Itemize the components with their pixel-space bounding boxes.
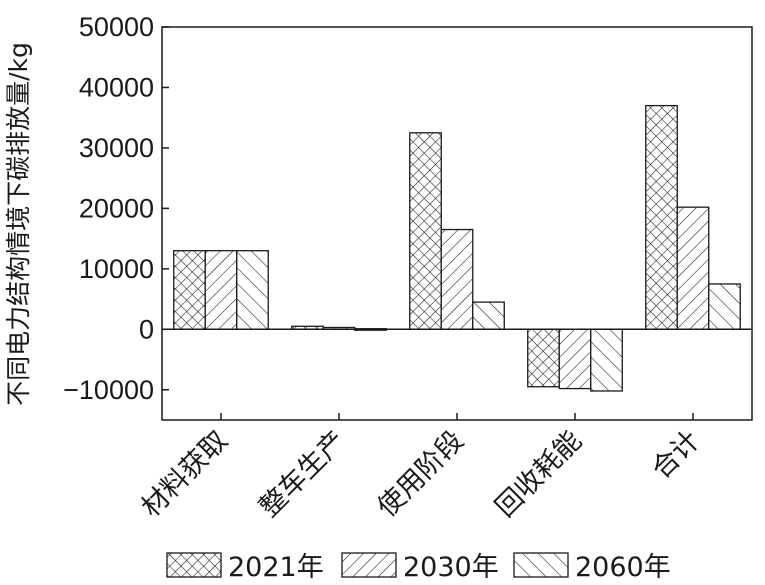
bar [440,228,474,330]
x-category-label: 材料获取 [136,425,234,523]
bar [409,132,442,330]
bar [708,283,741,330]
legend-swatch [341,552,397,578]
y-tick-label: 40000 [79,72,154,102]
legend-swatch [166,552,222,578]
x-axis: 材料获取 整车生产 使用阶段 回收耗能 合计 [136,413,706,523]
y-axis-title: 不同电力结构情境下碳排放量/kg [4,42,33,406]
legend-label: 2030年 [403,552,499,583]
plot-area [173,104,741,392]
y-tick-label: 0 [139,314,154,344]
y-tick-label: −10000 [63,375,154,405]
y-tick-label: 30000 [79,133,154,163]
bar [173,250,206,330]
legend-item: 2060年 [513,552,671,583]
y-axis: 50000 40000 30000 20000 10000 0 −10000 [63,12,753,421]
bar [204,250,238,330]
x-category-label: 合计 [646,425,706,485]
x-category-label: 回收耗能 [490,425,588,523]
legend-item: 2021年 [166,552,324,583]
legend-label: 2060年 [575,552,671,583]
x-category-label: 整车生产 [254,425,352,523]
y-tick-label: 50000 [79,12,154,42]
legend-swatch [513,552,569,578]
bar [645,104,678,330]
bar [527,328,560,388]
legend-label: 2021年 [228,552,324,583]
y-tick-label: 20000 [79,193,154,223]
x-category-label: 使用阶段 [372,425,470,523]
bar [590,328,623,392]
bar [236,250,269,330]
bar [558,328,592,390]
legend: 2021年 2030年 2060年 [166,552,671,583]
bar [472,301,505,330]
bar [676,206,710,330]
legend-item: 2030年 [341,552,499,583]
y-tick-label: 10000 [79,254,154,284]
